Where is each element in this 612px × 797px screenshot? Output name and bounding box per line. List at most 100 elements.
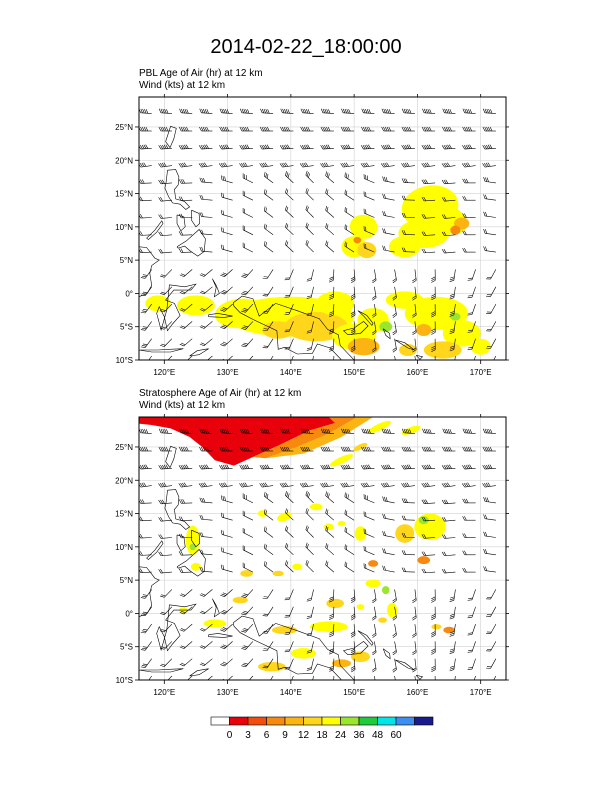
wind-barb-icon bbox=[179, 196, 192, 200]
lon-tick-label: 120°E bbox=[153, 368, 175, 377]
wind-barb-icon bbox=[486, 657, 496, 670]
colorbar-label: 6 bbox=[264, 730, 270, 741]
wind-barb-icon bbox=[199, 515, 212, 520]
lon-tick-label: 140°E bbox=[280, 688, 302, 697]
wind-barb-icon bbox=[139, 447, 152, 451]
wind-barb-icon bbox=[442, 248, 455, 253]
wind-barb-icon bbox=[159, 214, 172, 219]
wind-barb-icon bbox=[241, 173, 254, 182]
wind-barb-icon bbox=[442, 429, 455, 434]
wind-barb-icon bbox=[341, 162, 354, 168]
wind-barb-icon bbox=[381, 144, 394, 149]
colorbar-swatch bbox=[341, 717, 360, 725]
wind-barb-icon bbox=[431, 641, 435, 654]
wind-barb-icon bbox=[482, 162, 495, 168]
wind-barb-icon bbox=[200, 673, 213, 684]
colorbar-swatch bbox=[359, 717, 378, 725]
wind-barb-icon bbox=[463, 534, 476, 538]
wind-barb-icon bbox=[199, 195, 212, 200]
wind-barb-icon bbox=[370, 641, 376, 654]
wind-barb-icon bbox=[180, 673, 192, 685]
wind-barb-icon bbox=[391, 641, 397, 654]
wind-barb-icon bbox=[141, 604, 152, 617]
wind-barb-icon bbox=[402, 144, 415, 149]
wind-barb-icon bbox=[442, 534, 455, 539]
wind-barb-icon bbox=[301, 109, 314, 114]
wind-barb-icon bbox=[422, 499, 435, 504]
wind-barb-icon bbox=[280, 127, 293, 131]
wind-barb-icon bbox=[463, 568, 476, 572]
wind-barb-icon bbox=[219, 464, 232, 469]
wind-barb-icon bbox=[486, 639, 496, 652]
wind-barb-icon bbox=[220, 604, 232, 616]
wind-barb-icon bbox=[307, 606, 314, 620]
wind-barb-icon bbox=[463, 551, 476, 555]
wind-barb-icon bbox=[431, 269, 435, 282]
wind-barb-icon bbox=[350, 269, 355, 282]
wind-barb-icon bbox=[370, 269, 376, 282]
wind-barb-icon bbox=[483, 549, 496, 555]
wind-barb-icon bbox=[180, 336, 192, 348]
wind-barb-icon bbox=[329, 641, 334, 654]
wind-barb-icon bbox=[263, 337, 273, 350]
wind-barb-icon bbox=[350, 641, 355, 654]
wind-barb-icon bbox=[284, 491, 296, 503]
lon-tick-label: 140°E bbox=[280, 368, 302, 377]
wind-barb-icon bbox=[199, 498, 212, 503]
wind-barb-icon bbox=[483, 177, 496, 183]
lat-tick-label: 0° bbox=[125, 289, 133, 298]
wind-barb-icon bbox=[220, 127, 233, 131]
wind-barb-icon bbox=[442, 144, 455, 149]
colorbar-label: 9 bbox=[282, 730, 288, 741]
wind-barb-icon bbox=[241, 604, 253, 616]
wind-barb-icon bbox=[463, 516, 476, 520]
wind-barb-icon bbox=[307, 589, 314, 603]
wind-barb-icon bbox=[141, 336, 152, 349]
wind-barb-icon bbox=[263, 285, 273, 298]
wind-barb-icon bbox=[463, 248, 476, 252]
wind-barb-icon bbox=[307, 355, 314, 369]
wind-barb-icon bbox=[220, 656, 232, 668]
wind-barb-icon bbox=[324, 491, 336, 503]
wind-barb-icon bbox=[220, 638, 232, 650]
colorbar-label: 36 bbox=[353, 730, 365, 741]
wind-barb-icon bbox=[139, 109, 152, 114]
wind-barb-icon bbox=[280, 464, 293, 469]
lon-tick-label: 130°E bbox=[217, 368, 239, 377]
wind-barb-icon bbox=[180, 266, 192, 278]
wind-barb-icon bbox=[220, 227, 234, 234]
wind-barb-icon bbox=[402, 447, 415, 451]
wind-barb-icon bbox=[442, 499, 455, 504]
wind-barb-icon bbox=[141, 656, 152, 669]
wind-barb-icon bbox=[422, 464, 435, 469]
wind-barb-icon bbox=[324, 171, 336, 183]
wind-barb-icon bbox=[304, 188, 316, 200]
wind-barb-icon bbox=[320, 162, 333, 168]
wind-barb-icon bbox=[159, 534, 172, 539]
wind-barb-icon bbox=[329, 356, 334, 369]
wind-barb-icon bbox=[382, 228, 396, 234]
shaded-field bbox=[145, 181, 490, 359]
wind-barb-icon bbox=[199, 127, 212, 131]
wind-barb-icon bbox=[361, 482, 374, 488]
wind-barb-icon bbox=[324, 561, 336, 573]
wind-barb-icon bbox=[450, 606, 456, 619]
lat-tick-label: 5°N bbox=[120, 576, 134, 585]
wind-barb-icon bbox=[324, 189, 336, 201]
wind-barb-icon bbox=[280, 162, 293, 168]
wind-barb-icon bbox=[220, 336, 232, 348]
wind-barb-icon bbox=[263, 622, 273, 635]
wind-barb-icon bbox=[391, 624, 397, 637]
wind-barb-icon bbox=[431, 676, 435, 689]
wind-barb-icon bbox=[411, 589, 417, 602]
wind-barb-icon bbox=[179, 127, 192, 131]
wind-barb-icon bbox=[200, 336, 213, 347]
wind-barb-icon bbox=[179, 144, 192, 149]
wind-barb-icon bbox=[422, 144, 435, 149]
wind-barb-icon bbox=[483, 429, 496, 434]
wind-barb-icon bbox=[411, 624, 417, 637]
wind-barb-icon bbox=[362, 191, 376, 200]
wind-barb-icon bbox=[220, 513, 234, 520]
wind-barb-icon bbox=[483, 447, 496, 451]
